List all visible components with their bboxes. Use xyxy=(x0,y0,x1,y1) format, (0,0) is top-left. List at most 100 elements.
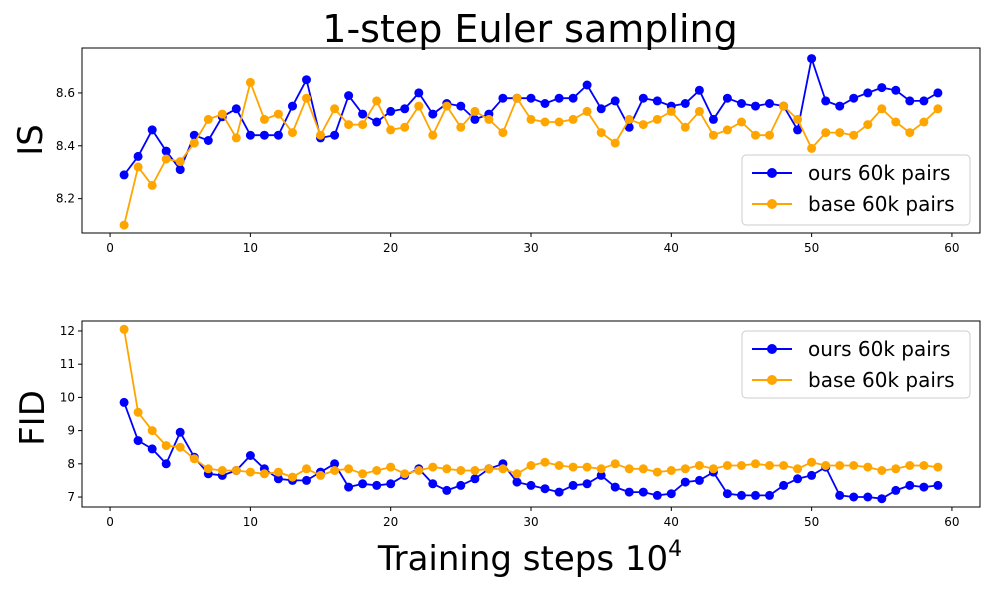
fid-data-point xyxy=(919,461,929,470)
is-data-point xyxy=(330,130,340,140)
fid-data-point xyxy=(694,475,704,485)
fid-data-point xyxy=(344,482,354,492)
is-data-point xyxy=(161,154,171,164)
is-data-point xyxy=(849,130,859,140)
is-data-point xyxy=(751,130,760,140)
is-data-point xyxy=(919,117,929,127)
is-data-point xyxy=(245,130,255,140)
is-data-point xyxy=(372,96,382,106)
is-data-point xyxy=(203,114,213,124)
is-data-point xyxy=(891,117,901,127)
fid-y-tick-label: 7 xyxy=(67,490,75,504)
is-data-point xyxy=(245,77,255,87)
fid-data-point xyxy=(498,464,508,474)
is-data-point xyxy=(456,101,466,111)
fid-data-point xyxy=(133,407,143,417)
fid-data-point xyxy=(751,490,760,500)
fid-legend-base-label: base 60k pairs xyxy=(808,368,955,392)
is-data-point xyxy=(147,180,157,190)
fid-series-base xyxy=(119,324,943,482)
is-data-point xyxy=(189,138,199,148)
is-data-point xyxy=(568,114,578,124)
fid-series-group xyxy=(119,324,943,504)
is-data-point xyxy=(330,104,340,114)
fid-data-point xyxy=(302,475,311,485)
is-data-point xyxy=(498,93,508,103)
is-legend-ours-label: ours 60k pairs xyxy=(808,161,950,185)
fid-data-point xyxy=(540,457,550,467)
is-data-point xyxy=(512,93,522,103)
is-data-point xyxy=(540,117,550,127)
fid-data-point xyxy=(638,487,648,497)
fid-data-point xyxy=(849,461,859,470)
is-data-point xyxy=(554,117,564,127)
fid-data-point xyxy=(512,477,522,487)
fid-data-point xyxy=(203,464,213,474)
is-data-point xyxy=(147,125,157,135)
fid-data-point xyxy=(779,461,789,470)
is-data-point xyxy=(807,54,817,64)
fid-data-point xyxy=(863,492,873,502)
fid-data-point xyxy=(905,480,915,490)
is-data-point xyxy=(582,80,592,90)
is-data-point xyxy=(358,109,368,119)
is-data-point xyxy=(765,99,774,108)
fid-data-point xyxy=(680,464,690,474)
fid-data-point xyxy=(765,461,774,470)
is-data-point xyxy=(386,125,396,135)
fid-y-tick-label: 9 xyxy=(67,424,75,438)
fid-data-point xyxy=(708,464,718,474)
fid-legend-box xyxy=(741,330,971,399)
is-data-point xyxy=(414,88,424,98)
fid-data-point xyxy=(638,464,648,474)
is-data-point xyxy=(624,122,634,132)
is-legend: ours 60k pairs base 60k pairs xyxy=(741,154,971,226)
is-data-point xyxy=(863,120,873,130)
is-data-point xyxy=(189,130,199,140)
fid-data-point xyxy=(330,466,340,475)
is-data-point xyxy=(708,114,718,124)
is-data-point xyxy=(694,106,704,116)
fid-data-point xyxy=(652,490,662,500)
fid-y-axis-label: FID xyxy=(13,390,53,446)
fid-data-point xyxy=(540,484,550,494)
is-y-tick-label: 8.4 xyxy=(56,139,75,153)
x-axis-label: Training steps 104 xyxy=(377,537,682,579)
fid-data-point xyxy=(807,470,817,480)
fid-data-point xyxy=(119,397,129,407)
fid-panel: FID 0 10 20 30 40 50 60 7 8 9 10 11 12 ours 60k pair… xyxy=(13,320,981,529)
fid-data-point xyxy=(610,482,620,492)
is-data-point xyxy=(302,93,311,103)
is-data-point xyxy=(316,130,325,140)
fid-data-point xyxy=(245,467,255,477)
fid-data-point xyxy=(288,472,297,482)
is-data-point xyxy=(877,83,887,93)
is-data-point xyxy=(680,99,690,108)
is-data-point xyxy=(414,101,424,111)
fid-data-point xyxy=(372,466,382,475)
is-data-point xyxy=(624,114,634,124)
fid-data-point xyxy=(273,474,283,484)
is-data-point xyxy=(344,120,354,130)
is-data-point xyxy=(470,106,480,116)
fid-data-point xyxy=(428,479,438,489)
is-x-tick-label: 50 xyxy=(804,241,819,255)
fid-data-point xyxy=(147,426,157,436)
fid-data-point xyxy=(933,480,943,490)
is-data-point xyxy=(722,125,732,135)
is-data-point xyxy=(652,114,662,124)
fid-data-point xyxy=(161,441,171,451)
is-data-point xyxy=(779,101,789,111)
fid-data-point xyxy=(470,474,480,484)
fid-y-tick-label: 11 xyxy=(60,357,75,371)
fid-data-point xyxy=(905,461,915,470)
fid-data-point xyxy=(456,480,466,490)
fid-x-tick-label: 50 xyxy=(804,515,819,529)
is-data-point xyxy=(175,157,185,167)
is-data-point xyxy=(498,128,508,138)
is-y-tick-label: 8.6 xyxy=(56,86,75,100)
is-data-point xyxy=(891,85,901,95)
is-data-point xyxy=(610,138,620,148)
fid-data-point xyxy=(147,444,157,454)
